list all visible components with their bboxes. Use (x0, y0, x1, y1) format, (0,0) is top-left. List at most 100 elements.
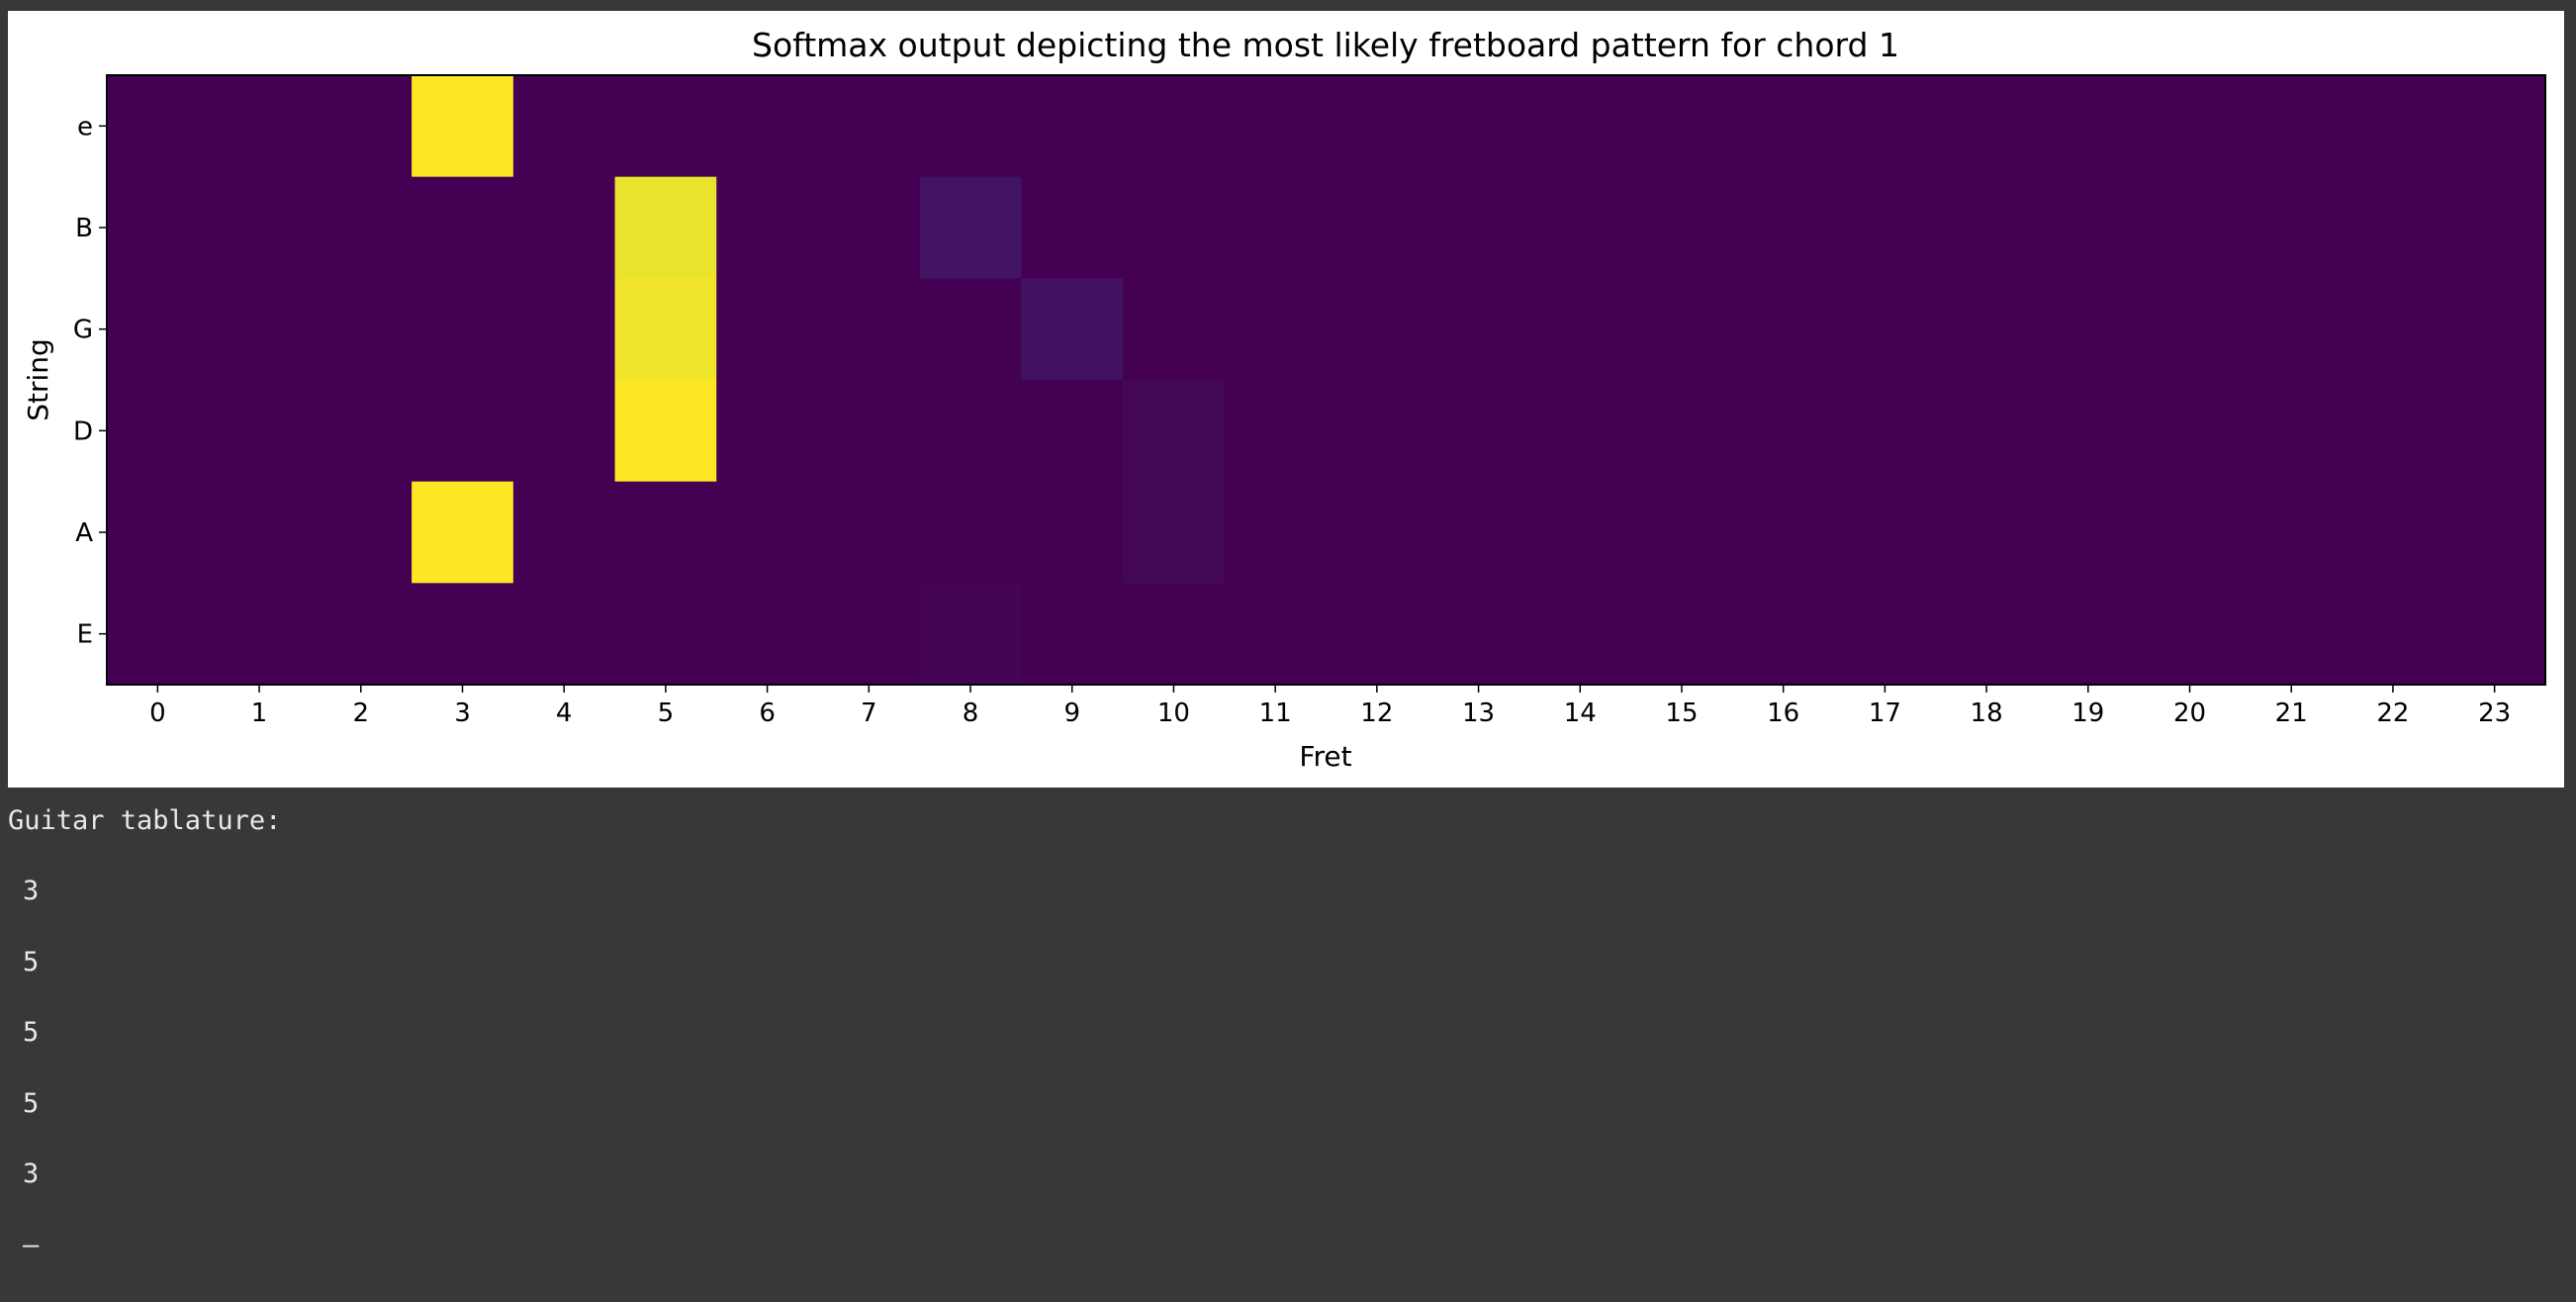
heatmap-cell (2443, 583, 2546, 686)
heatmap-cell (1834, 380, 1937, 483)
y-tick-label: G (73, 316, 93, 345)
heatmap-cell (310, 278, 413, 381)
x-tick-label: 5 (658, 698, 675, 728)
tablature-line: 5 (23, 1088, 40, 1119)
heatmap-cell (2443, 75, 2546, 178)
heatmap-cell (1935, 75, 2039, 178)
heatmap-cell (310, 583, 413, 686)
heatmap-cell (614, 278, 717, 381)
heatmap-cell (1528, 481, 1632, 584)
tablature-line: 3 (23, 1159, 40, 1189)
heatmap-cell (716, 278, 819, 381)
heatmap-cell (1021, 176, 1124, 279)
heatmap-cell (1224, 278, 1328, 381)
x-tick-label: 8 (963, 698, 979, 728)
heatmap-svg: Softmax output depicting the most likely… (22, 26, 2546, 773)
heatmap-cell (817, 380, 921, 483)
heatmap-cell (208, 481, 312, 584)
heatmap-cell (614, 176, 717, 279)
x-ticks: 0 1 2 3 4 5 6 7 8 9 10 11 12 13 14 15 16 17 18 19 20 21 22 23 (149, 685, 2511, 728)
heatmap-cell (1427, 481, 1530, 584)
heatmap-cell (1935, 176, 2039, 279)
heatmap-cell (1021, 380, 1124, 483)
heatmap-cell (2240, 176, 2344, 279)
y-tick-label: e (77, 112, 93, 141)
heatmap-cell (1224, 583, 1328, 686)
heatmap-cell (1427, 278, 1530, 381)
heatmap-cell (1021, 75, 1124, 178)
heatmap-cell (2037, 481, 2140, 584)
x-tick-label: 21 (2275, 698, 2308, 728)
heatmap-figure: Softmax output depicting the most likely… (8, 11, 2564, 788)
heatmap-cell (1123, 583, 1226, 686)
heatmap-cell (1123, 75, 1226, 178)
x-tick-label: 17 (1869, 698, 1901, 728)
y-tick-label: A (75, 518, 93, 548)
heatmap-cell (919, 481, 1022, 584)
heatmap-cell (919, 380, 1022, 483)
heatmap-cell (817, 481, 921, 584)
heatmap-cell (919, 278, 1022, 381)
y-axis-label: String (22, 338, 54, 421)
heatmap-cell (919, 75, 1022, 178)
heatmap-cell (2240, 583, 2344, 686)
heatmap-cell (2139, 278, 2242, 381)
heatmap-cell (412, 75, 514, 178)
heatmap-cell (716, 75, 819, 178)
heatmap-cell (716, 176, 819, 279)
heatmap-cell (1224, 481, 1328, 584)
heatmap-cell (1123, 176, 1226, 279)
heatmap-cell (1528, 380, 1632, 483)
y-tick-label: B (75, 214, 93, 243)
heatmap-cell (512, 278, 616, 381)
heatmap-cell (1834, 278, 1937, 381)
x-tick-label: 23 (2478, 698, 2511, 728)
heatmap-cell (1224, 380, 1328, 483)
heatmap-cell (1528, 583, 1632, 686)
heatmap-cell (1021, 278, 1124, 381)
x-tick-label: 6 (759, 698, 776, 728)
heatmap-cell (2037, 583, 2140, 686)
heatmap-cell (2240, 380, 2344, 483)
heatmap-cell (310, 176, 413, 279)
heatmap-cell (2139, 481, 2242, 584)
heatmap-cell (2240, 278, 2344, 381)
heatmap-cell (1732, 583, 1835, 686)
heatmap-cell (1630, 380, 1733, 483)
y-ticks: e B G D A E (73, 112, 107, 650)
heatmap-cell (716, 583, 819, 686)
heatmap-cell (1935, 278, 2039, 381)
x-tick-label: 13 (1462, 698, 1495, 728)
heatmap-cell (1326, 380, 1428, 483)
heatmap-cell (107, 583, 210, 686)
plot-frame (106, 74, 2546, 686)
tablature-line: 3 (23, 876, 40, 906)
heatmap-cell (2342, 75, 2444, 178)
heatmap-cell (2443, 176, 2546, 279)
x-tick-label: 22 (2376, 698, 2409, 728)
x-tick-label: 4 (556, 698, 573, 728)
heatmap-cell (2037, 176, 2140, 279)
heatmap-cell (1732, 176, 1835, 279)
y-tick-label: E (77, 620, 93, 650)
heatmap-cell (512, 481, 616, 584)
console-output: Guitar tablature: 3 5 5 5 3 – (8, 801, 2560, 1260)
x-tick-label: 2 (352, 698, 369, 728)
heatmap-cell (310, 380, 413, 483)
heatmap-cell (1427, 176, 1530, 279)
heatmap-cell (919, 176, 1022, 279)
heatmap-cell (1834, 583, 1937, 686)
heatmap-cell (412, 278, 514, 381)
heatmap-cell (1326, 278, 1428, 381)
x-tick-label: 12 (1360, 698, 1393, 728)
x-tick-label: 3 (454, 698, 471, 728)
heatmap-cell (2139, 380, 2242, 483)
heatmap-cell (919, 583, 1022, 686)
heatmap-cell (2037, 380, 2140, 483)
heatmap-cell (1732, 380, 1835, 483)
heatmap-cell (208, 75, 312, 178)
y-tick-label: D (73, 417, 93, 446)
heatmap-cell (512, 176, 616, 279)
heatmap-cell (107, 481, 210, 584)
x-tick-label: 7 (861, 698, 877, 728)
